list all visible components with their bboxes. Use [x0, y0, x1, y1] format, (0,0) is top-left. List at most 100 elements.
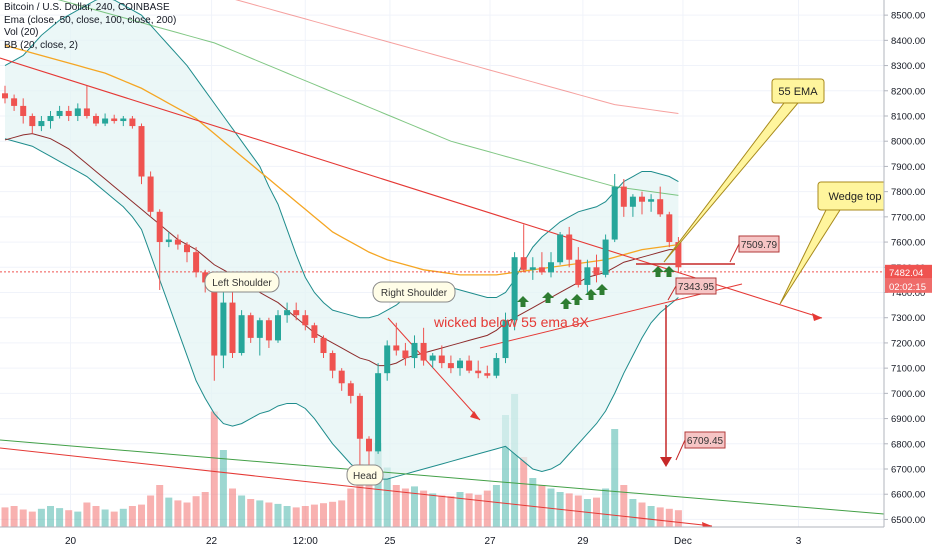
- volume-bar: [420, 490, 428, 527]
- price-tick-label: 7400.00: [891, 288, 925, 299]
- candle: [411, 342, 418, 359]
- volume-bar: [611, 429, 619, 527]
- candle: [93, 115, 99, 124]
- bollinger-bands: [4, 0, 679, 480]
- candle: [329, 353, 336, 371]
- price-tick-label: 6700.00: [891, 465, 925, 476]
- indicator-ema[interactable]: Ema (close, 50, close, 100, close, 200): [4, 14, 177, 26]
- candle: [147, 176, 154, 212]
- candle: [156, 211, 163, 243]
- candle: [129, 118, 136, 127]
- price-tick-label: 8500.00: [891, 11, 925, 22]
- price-tag-7509-box: [738, 235, 780, 253]
- candle: [575, 259, 582, 285]
- green-up-arrow: [560, 298, 572, 309]
- target-arrowhead: [660, 457, 672, 467]
- ema-100: [57, 0, 679, 196]
- volume-bar: [401, 488, 409, 527]
- volume-bar: [10, 506, 18, 527]
- volume-bar: [28, 511, 36, 527]
- time-tick-label: Dec: [674, 536, 692, 547]
- chart-legend: Bitcoin / U.S. Dollar, 240, COINBASE Ema…: [4, 2, 176, 52]
- candle: [438, 355, 445, 364]
- time-axis: 20 22 12:00 25 27 29 Dec 3: [0, 526, 932, 550]
- callout-wedge-top: Wedge top t: [828, 191, 887, 203]
- volume-bar: [492, 485, 500, 527]
- candle: [256, 320, 263, 338]
- candle: [47, 115, 54, 122]
- volume-bar: [329, 501, 337, 527]
- indicator-bollinger[interactable]: BB (20, close, 2): [4, 39, 78, 51]
- volume-bar: [602, 488, 610, 527]
- candle: [65, 110, 72, 116]
- candle: [466, 360, 473, 371]
- current-price-label: 7482.04: [889, 268, 923, 279]
- time-tick-label: 12:00: [293, 536, 318, 547]
- volume-bar: [647, 506, 655, 527]
- candle: [529, 267, 536, 270]
- candle: [402, 350, 409, 359]
- volume-bar: [201, 492, 209, 527]
- candle: [320, 337, 327, 354]
- candle: [593, 267, 600, 275]
- time-tick-label: 20: [65, 536, 77, 547]
- candle: [38, 121, 45, 127]
- right-shoulder-trend: [387, 317, 481, 421]
- green-up-arrow: [596, 284, 608, 295]
- price-tag-7343-leader: [667, 285, 677, 301]
- candle: [29, 115, 36, 127]
- candle: [220, 302, 227, 356]
- candle: [475, 370, 482, 374]
- candle: [375, 373, 382, 452]
- volume-bar: [629, 499, 637, 527]
- candle: [74, 108, 81, 116]
- candle: [557, 234, 564, 263]
- candle: [548, 262, 554, 273]
- volume-bar: [383, 467, 391, 527]
- candle: [120, 118, 127, 122]
- volume-bar: [183, 502, 191, 527]
- callout-55-ema-box: [771, 78, 825, 104]
- volume-bar: [438, 495, 446, 527]
- indicator-volume[interactable]: Vol (20): [4, 27, 39, 38]
- volume-bar: [128, 506, 136, 527]
- volume-bar: [338, 500, 346, 527]
- candle: [356, 395, 363, 439]
- volume-bar: [283, 506, 291, 527]
- volume-bar: [229, 488, 236, 527]
- candle: [675, 242, 682, 268]
- countdown-badge: [885, 278, 932, 293]
- volume-bar: [456, 492, 464, 527]
- candle: [393, 345, 400, 351]
- candle: [584, 267, 591, 285]
- bollinger-fill: [5, 0, 679, 480]
- candle: [484, 373, 491, 376]
- volume-bar: [583, 499, 591, 527]
- candle: [184, 244, 190, 253]
- bollinger-lower: [4, 138, 679, 480]
- volume-bar: [301, 506, 309, 527]
- volume-bar: [47, 506, 54, 527]
- candle: [193, 252, 200, 273]
- volume-bar: [656, 507, 664, 527]
- volume-bar: [110, 511, 118, 527]
- bollinger-basis: [4, 133, 679, 367]
- wick-note: wicked below 55 ema 8X: [433, 314, 590, 330]
- volume-bar: [92, 506, 100, 527]
- candle: [657, 199, 664, 215]
- right-shoulder-label-box: [372, 281, 456, 303]
- volume-bar: [138, 504, 145, 527]
- volume-bar: [265, 502, 273, 527]
- bollinger-upper: [4, 0, 679, 319]
- green-up-arrow: [585, 289, 597, 300]
- candle: [447, 363, 454, 369]
- candle: [293, 310, 300, 316]
- volume-bar: [529, 478, 537, 527]
- candle: [11, 98, 18, 106]
- volume-bar: [238, 495, 246, 527]
- price-tick-label: 6500.00: [891, 515, 925, 526]
- candles: [2, 85, 682, 475]
- arrowhead-shoulder: [470, 411, 480, 420]
